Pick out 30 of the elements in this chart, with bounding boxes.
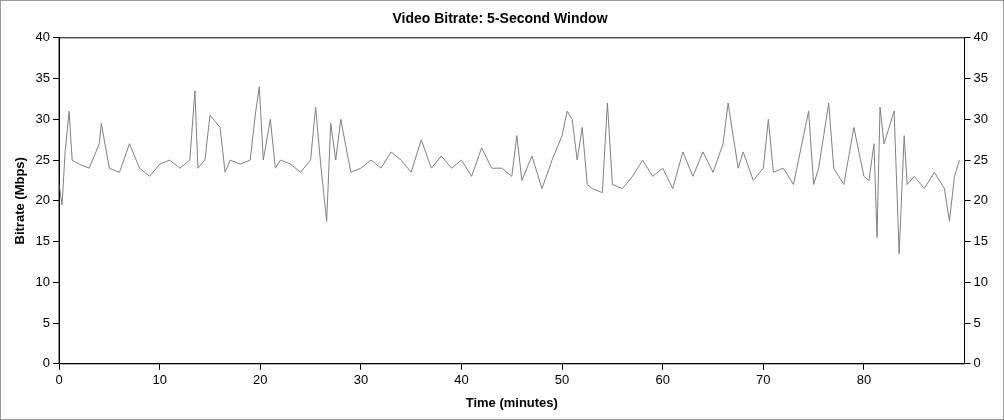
y2-tick-label: 40: [973, 29, 989, 45]
y2-tick-label: 35: [973, 70, 989, 86]
y-tick-label: 25: [35, 151, 51, 167]
y-tick-label: 40: [35, 29, 51, 45]
chart-title: Video Bitrate: 5-Second Window: [392, 10, 608, 27]
y2-tick-label: 0: [973, 355, 981, 371]
y2-tick-label: 5: [973, 314, 981, 330]
y-tick-label: 10: [35, 273, 51, 289]
y-tick-label: 5: [42, 314, 51, 330]
x-tick-label: 70: [756, 372, 771, 388]
y-tick-label: 30: [35, 110, 51, 126]
y2-tick-label: 15: [973, 233, 989, 249]
x-tick-label: 30: [353, 372, 369, 388]
y2-tick-label: 10: [973, 273, 989, 289]
x-tick-label: 80: [856, 372, 872, 388]
y-axis-title: Bitrate (Mbps): [12, 157, 28, 245]
x-tick-label: 40: [454, 372, 469, 388]
y-tick-label: 0: [42, 355, 51, 371]
y2-tick-label: 25: [973, 151, 989, 167]
x-tick-label: 0: [55, 372, 63, 388]
y2-tick-label: 20: [973, 192, 989, 208]
x-tick-label: 60: [655, 372, 670, 388]
y2-tick-label: 30: [973, 110, 989, 126]
y-tick-label: 15: [35, 233, 51, 249]
x-tick-label: 50: [554, 372, 570, 388]
x-tick-label: 20: [253, 372, 268, 388]
y-tick-label: 35: [35, 70, 51, 86]
x-tick-label: 10: [152, 372, 167, 388]
x-axis-title: Time (minutes): [465, 394, 558, 410]
y-tick-label: 20: [35, 192, 51, 208]
